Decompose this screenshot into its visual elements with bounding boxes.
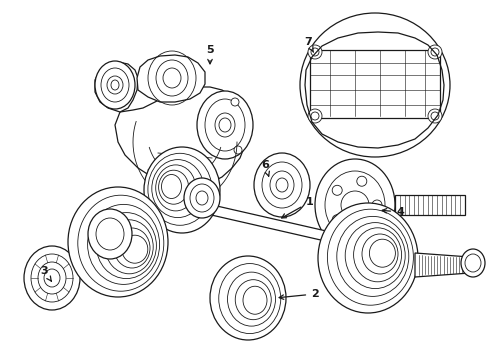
Circle shape [357,176,367,186]
Polygon shape [160,177,215,204]
Ellipse shape [122,235,148,263]
Ellipse shape [148,153,212,225]
Polygon shape [137,55,205,102]
Ellipse shape [184,178,220,218]
Ellipse shape [227,272,275,326]
Ellipse shape [156,165,196,211]
Polygon shape [310,50,440,118]
Ellipse shape [254,153,310,217]
Ellipse shape [88,209,132,259]
Circle shape [201,176,209,184]
Text: 3: 3 [40,266,51,281]
Ellipse shape [105,220,153,274]
Circle shape [308,109,322,123]
Ellipse shape [318,203,418,313]
Ellipse shape [97,213,156,279]
Polygon shape [189,200,366,250]
Ellipse shape [152,159,204,217]
Ellipse shape [68,187,168,297]
Circle shape [372,200,382,210]
Circle shape [428,109,442,123]
Ellipse shape [461,249,485,277]
Text: 4: 4 [382,207,404,217]
Text: 7: 7 [304,37,314,52]
Ellipse shape [197,91,253,159]
Polygon shape [415,253,470,277]
Ellipse shape [210,256,286,340]
Ellipse shape [327,209,414,305]
Polygon shape [95,62,138,112]
Circle shape [231,98,239,106]
Circle shape [428,45,442,59]
Ellipse shape [337,216,409,296]
Ellipse shape [114,228,150,268]
Ellipse shape [362,234,398,274]
Circle shape [332,215,342,225]
Text: 5: 5 [206,45,214,64]
Ellipse shape [78,195,164,291]
Circle shape [341,191,369,219]
Text: 1: 1 [282,197,314,218]
Ellipse shape [24,246,80,310]
Ellipse shape [95,61,135,109]
Ellipse shape [144,147,220,233]
Ellipse shape [219,264,281,334]
Polygon shape [395,195,465,215]
Ellipse shape [345,222,405,289]
Ellipse shape [369,239,395,267]
Ellipse shape [315,159,395,251]
Ellipse shape [159,170,189,204]
Circle shape [308,45,322,59]
Ellipse shape [243,286,267,314]
Circle shape [357,224,367,234]
Circle shape [151,171,159,179]
Ellipse shape [300,13,450,157]
Polygon shape [115,87,246,186]
Text: 2: 2 [279,289,319,300]
Ellipse shape [162,175,181,198]
Circle shape [332,185,342,195]
Text: 6: 6 [261,160,270,176]
Circle shape [234,146,242,154]
Ellipse shape [88,204,160,284]
Ellipse shape [354,228,402,282]
Ellipse shape [235,280,271,320]
